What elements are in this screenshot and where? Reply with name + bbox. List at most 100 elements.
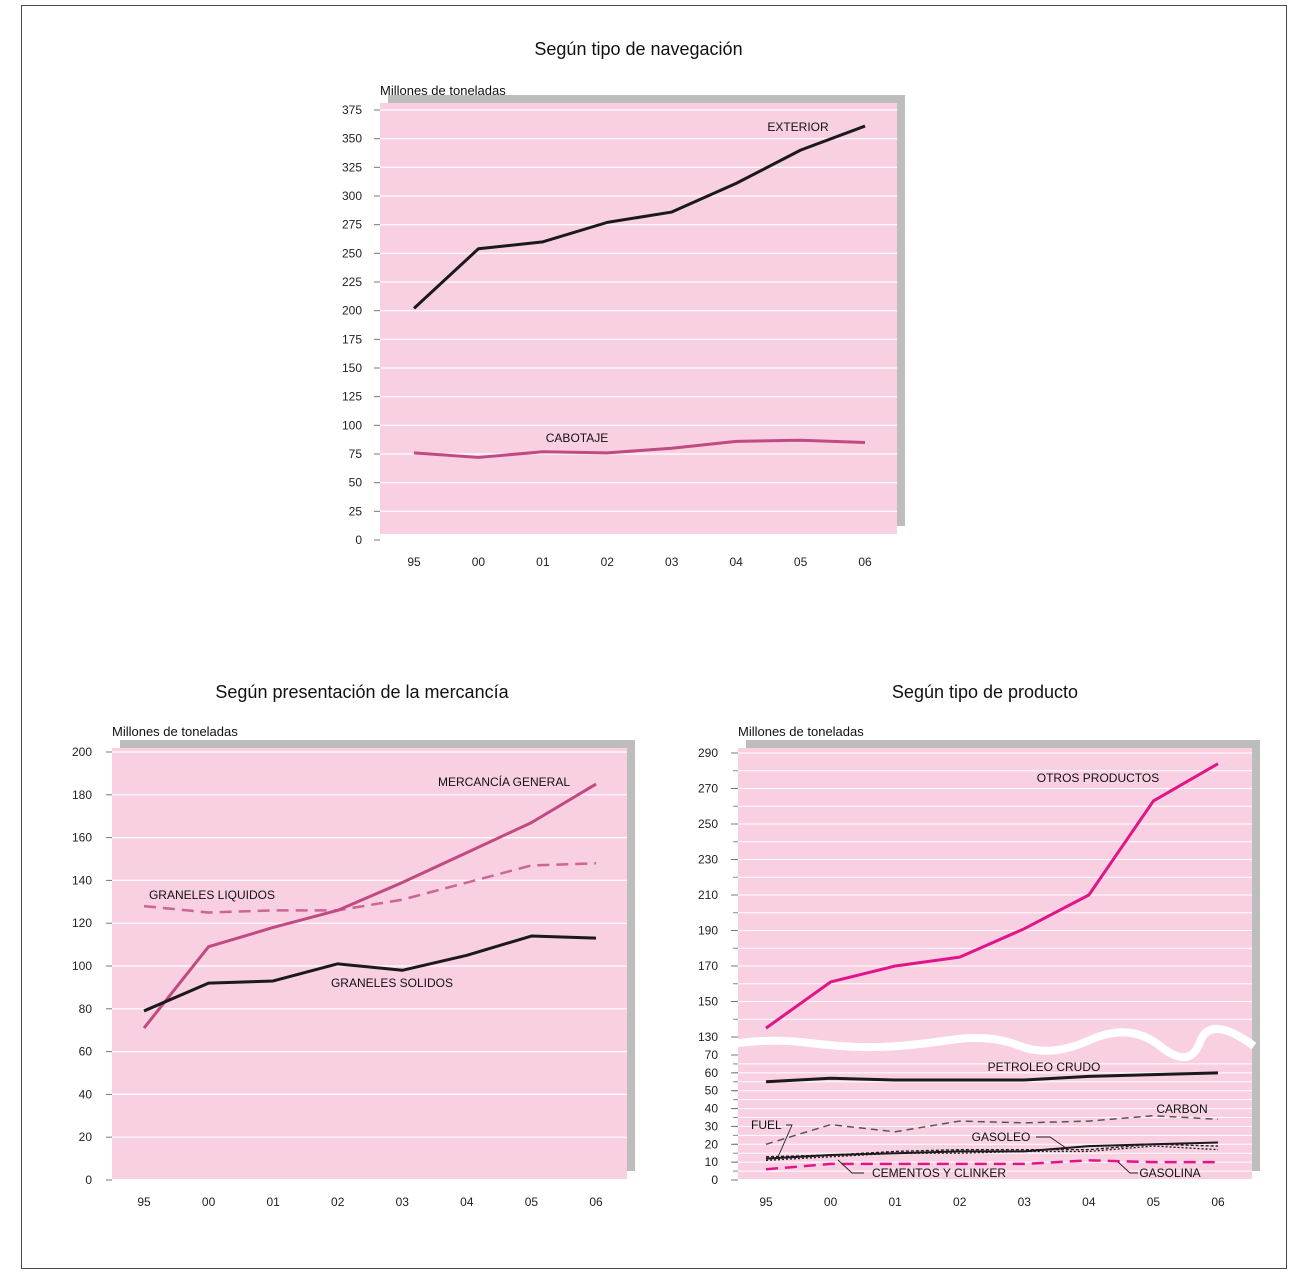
series-label: GASOLEO [972, 1130, 1031, 1144]
x-tick-label: 02 [331, 1195, 345, 1209]
x-tick-label: 04 [1082, 1195, 1096, 1209]
chart-title: Según tipo de producto [892, 682, 1078, 702]
y-tick-label: 200 [72, 745, 92, 759]
plot-panel [112, 748, 627, 1179]
y-tick-label: 10 [705, 1155, 719, 1169]
leader-line [1117, 1161, 1138, 1174]
series-label: FUEL [751, 1118, 782, 1132]
y-axis-label: Millones de toneladas [738, 724, 864, 739]
y-axis-label: Millones de toneladas [112, 724, 238, 739]
y-tick-label: 50 [349, 476, 363, 490]
chart-title: Según tipo de navegación [534, 39, 742, 59]
series-label: GASOLINA [1139, 1166, 1200, 1180]
plot-panel [738, 748, 1252, 1179]
series-line [765, 1114, 1219, 1146]
series-label: GRANELES LIQUIDOS [149, 888, 275, 902]
series-line [765, 762, 1219, 1030]
x-tick-label: 95 [407, 555, 421, 569]
x-tick-label: 02 [601, 555, 615, 569]
y-tick-label: 325 [342, 160, 362, 174]
y-tick-label: 0 [85, 1173, 92, 1187]
y-axis-label: Millones de toneladas [380, 83, 506, 98]
x-tick-label: 04 [729, 555, 743, 569]
x-tick-label: 00 [824, 1195, 838, 1209]
y-tick-label: 375 [342, 103, 362, 117]
y-tick-label: 0 [355, 533, 362, 547]
y-tick-label: 60 [79, 1045, 93, 1059]
x-tick-label: 04 [460, 1195, 474, 1209]
y-tick-label: 150 [342, 361, 362, 375]
x-tick-label: 06 [1211, 1195, 1225, 1209]
chart-presentacion: Según presentación de la mercancía Millon… [72, 682, 635, 1209]
x-tick-label: 01 [536, 555, 550, 569]
chart-producto: Según tipo de producto Millones de tonela… [698, 682, 1260, 1209]
y-tick-label: 270 [698, 782, 718, 796]
y-tick-label: 70 [705, 1048, 719, 1062]
y-tick-label: 160 [72, 831, 92, 845]
series-line-cabotaje [413, 438, 866, 459]
y-tick-label: 130 [698, 1030, 718, 1044]
y-tick-label: 150 [698, 995, 718, 1009]
series-label: MERCANCÍA GENERAL [438, 774, 570, 789]
y-tick-label: 275 [342, 218, 362, 232]
series-label: GRANELES SOLIDOS [331, 976, 453, 990]
x-tick-label: 95 [137, 1195, 151, 1209]
series-line [765, 1145, 1219, 1162]
series-label: OTROS PRODUCTOS [1037, 771, 1159, 785]
series-label: CABOTAJE [546, 431, 608, 445]
series-label: CEMENTOS Y CLINKER [872, 1166, 1006, 1180]
y-tick-label: 125 [342, 390, 362, 404]
x-tick-label: 01 [266, 1195, 280, 1209]
x-tick-label: 00 [472, 555, 486, 569]
series-label: PETROLEO CRUDO [988, 1060, 1101, 1074]
y-tick-label: 225 [342, 275, 362, 289]
x-tick-label: 00 [202, 1195, 216, 1209]
series-label: EXTERIOR [767, 120, 829, 134]
y-tick-label: 120 [72, 916, 92, 930]
y-tick-label: 190 [698, 924, 718, 938]
figure-frame [21, 5, 1287, 1269]
series-line [142, 782, 597, 1029]
x-tick-label: 05 [525, 1195, 539, 1209]
y-tick-label: 180 [72, 788, 92, 802]
y-tick-label: 50 [705, 1084, 719, 1098]
series-line-exterior [412, 124, 866, 310]
y-tick-label: 30 [705, 1119, 719, 1133]
x-tick-label: 02 [953, 1195, 967, 1209]
x-tick-label: 05 [794, 555, 808, 569]
x-tick-label: 95 [759, 1195, 773, 1209]
y-tick-label: 80 [79, 1002, 93, 1016]
series-line [765, 1071, 1219, 1084]
x-tick-label: 03 [396, 1195, 410, 1209]
y-tick-label: 100 [72, 959, 92, 973]
chart-navegacion: Según tipo de navegación Millones de tone… [342, 39, 905, 569]
plot-panel [380, 103, 897, 534]
y-tick-label: 60 [705, 1066, 719, 1080]
axis-break [731, 1024, 1257, 1061]
y-tick-label: 350 [342, 132, 362, 146]
y-tick-label: 170 [698, 959, 718, 973]
leader-line [777, 1124, 793, 1158]
y-tick-label: 175 [342, 332, 362, 346]
chart-title: Según presentación de la mercancía [215, 682, 509, 702]
x-tick-label: 06 [589, 1195, 603, 1209]
y-tick-label: 230 [698, 853, 718, 867]
x-tick-label: 03 [665, 555, 679, 569]
y-tick-label: 40 [705, 1102, 719, 1116]
x-tick-label: 01 [888, 1195, 902, 1209]
y-tick-label: 25 [349, 504, 363, 518]
y-tick-label: 210 [698, 888, 718, 902]
y-tick-label: 40 [79, 1087, 93, 1101]
series-line [143, 862, 597, 914]
x-tick-label: 03 [1018, 1195, 1032, 1209]
x-tick-label: 05 [1147, 1195, 1161, 1209]
y-tick-label: 250 [698, 817, 718, 831]
y-tick-label: 290 [698, 746, 718, 760]
y-tick-label: 20 [79, 1130, 93, 1144]
y-tick-label: 75 [349, 447, 363, 461]
y-tick-label: 100 [342, 418, 362, 432]
y-tick-label: 140 [72, 873, 92, 887]
y-tick-label: 200 [342, 304, 362, 318]
x-tick-label: 06 [858, 555, 872, 569]
